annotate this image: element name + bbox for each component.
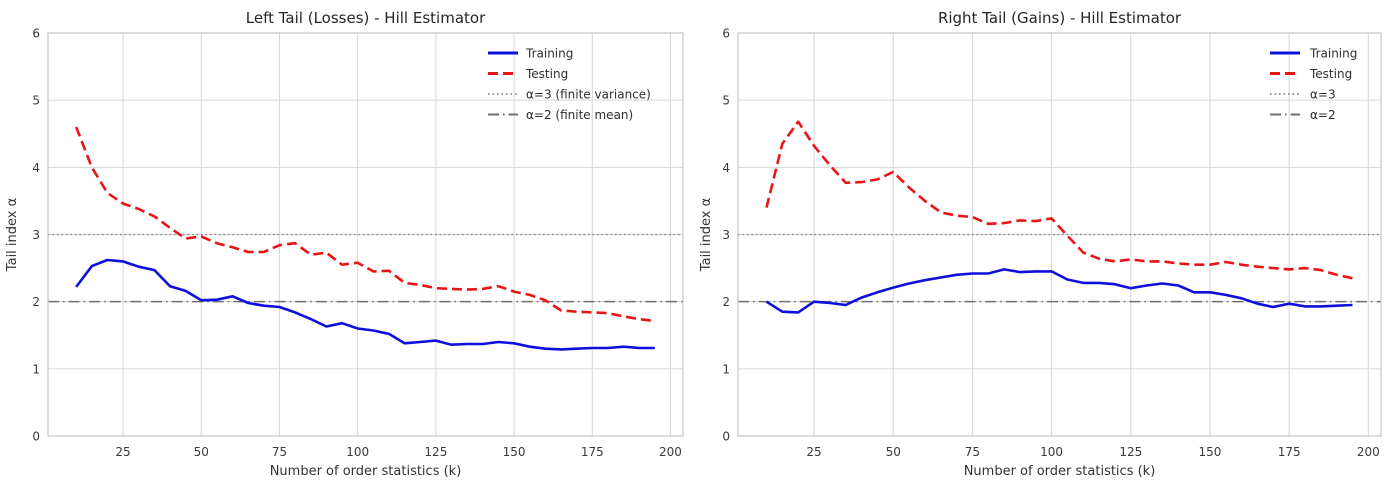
x-tick-label: 150 (503, 445, 526, 459)
x-tick-label: 25 (115, 445, 130, 459)
x-tick-label: 125 (424, 445, 447, 459)
legend-label-1: Testing (1309, 67, 1352, 81)
chart-title: Left Tail (Losses) - Hill Estimator (246, 9, 486, 27)
legend-label-2: α=3 (finite variance) (526, 88, 651, 102)
right-chart-plot: 0 1 2 3 4 5 6 25 50 75 100 125 150 175 200 Right Tail (… (699, 9, 1382, 479)
y-tick-label: 6 (32, 27, 40, 41)
y-tick-label: 6 (722, 27, 730, 41)
testing-series-line (765, 120, 1353, 280)
legend-label-3: α=2 (1310, 108, 1336, 122)
plot-border (737, 32, 1382, 437)
chart-title: Right Tail (Gains) - Hill Estimator (938, 9, 1182, 27)
y-tick-label: 2 (722, 295, 730, 309)
left-tail-chart: 0 1 2 3 4 5 6 25 50 75 100 125 150 175 200 Left Tail (L… (5, 9, 684, 479)
x-tick-label: 175 (581, 445, 604, 459)
training-series-line (765, 268, 1353, 314)
x-tick-label: 50 (886, 445, 901, 459)
x-tick-label: 175 (1278, 445, 1301, 459)
legend-label-2: α=3 (1310, 88, 1336, 102)
x-axis-label: Number of order statistics (k) (270, 464, 462, 479)
x-tick-label: 200 (1357, 445, 1380, 459)
y-tick-label: 3 (32, 228, 40, 242)
x-tick-label: 50 (194, 445, 209, 459)
y-tick-label: 4 (722, 161, 730, 175)
x-tick-label: 125 (1119, 445, 1142, 459)
right-tail-chart: 0 1 2 3 4 5 6 25 50 75 100 125 150 175 200 Right Tail (… (694, 0, 1387, 490)
training-series-line (75, 258, 655, 351)
y-tick-label: 3 (722, 228, 730, 242)
legend-label-0: Training (1309, 47, 1357, 61)
y-tick-label: 0 (32, 430, 40, 444)
x-tick-label: 75 (965, 445, 980, 459)
plot-border (47, 32, 684, 437)
left-chart-plot: 0 1 2 3 4 5 6 25 50 75 100 125 150 175 200 Left Tail (L… (5, 9, 684, 479)
y-tick-label: 4 (32, 161, 40, 175)
testing-series-line (74, 126, 655, 323)
x-tick-label: 100 (346, 445, 369, 459)
y-axis-label: Tail index α (5, 198, 20, 272)
y-axis-label: Tail index α (699, 198, 714, 272)
legend-label-1: Testing (525, 67, 568, 81)
y-tick-label: 5 (32, 94, 40, 108)
y-tick-label: 0 (722, 430, 730, 444)
y-tick-label: 1 (722, 362, 730, 376)
x-tick-label: 200 (659, 445, 682, 459)
y-tick-label: 2 (32, 295, 40, 309)
x-tick-label: 150 (1199, 445, 1222, 459)
x-axis-label: Number of order statistics (k) (964, 464, 1156, 479)
legend-label-3: α=2 (finite mean) (526, 108, 633, 122)
y-tick-label: 1 (32, 362, 40, 376)
x-tick-label: 25 (806, 445, 821, 459)
legend-label-0: Training (525, 47, 573, 61)
x-tick-label: 100 (1040, 445, 1063, 459)
x-tick-label: 75 (272, 445, 287, 459)
y-tick-label: 5 (722, 94, 730, 108)
